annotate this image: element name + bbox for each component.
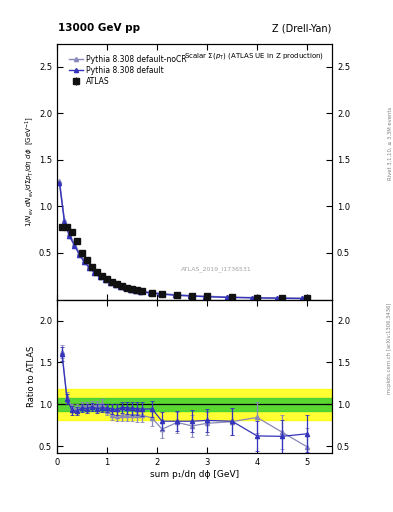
Pythia 8.308 default-noCR — [275, 295, 279, 301]
Text: Rivet 3.1.10, ≥ 3.3M events: Rivet 3.1.10, ≥ 3.3M events — [387, 106, 392, 180]
Pythia 8.308 default — [57, 180, 62, 186]
Pythia 8.308 default-noCR — [72, 241, 77, 247]
Pythia 8.308 default — [202, 293, 207, 300]
Pythia 8.308 default — [127, 287, 132, 293]
Text: Scalar $\Sigma(p_{\rm T})$ (ATLAS UE in Z production): Scalar $\Sigma(p_{\rm T})$ (ATLAS UE in … — [184, 51, 324, 61]
Line: Pythia 8.308 default-noCR: Pythia 8.308 default-noCR — [57, 179, 304, 301]
Bar — [57, 398, 332, 411]
Pythia 8.308 default — [72, 243, 77, 249]
Pythia 8.308 default-noCR — [117, 283, 122, 289]
Pythia 8.308 default — [82, 259, 87, 265]
Pythia 8.308 default-noCR — [77, 250, 82, 256]
Pythia 8.308 default-noCR — [250, 294, 254, 301]
Y-axis label: $1/N_{\rm ev}\ dN_{\rm ev}/d\Sigma p_T/d\eta\ d\phi\ \ [{\rm GeV}^{-1}]$: $1/N_{\rm ev}\ dN_{\rm ev}/d\Sigma p_T/d… — [24, 116, 36, 227]
Pythia 8.308 default-noCR — [202, 293, 207, 299]
Y-axis label: Ratio to ATLAS: Ratio to ATLAS — [27, 346, 36, 407]
Pythia 8.308 default-noCR — [97, 272, 102, 279]
Pythia 8.308 default — [122, 285, 127, 291]
Text: mcplots.cern.ch [arXiv:1306.3436]: mcplots.cern.ch [arXiv:1306.3436] — [387, 303, 392, 394]
Pythia 8.308 default-noCR — [225, 294, 230, 300]
Pythia 8.308 default — [300, 295, 305, 302]
Pythia 8.308 default — [112, 282, 117, 288]
Pythia 8.308 default-noCR — [102, 276, 107, 282]
Text: ATLAS_2019_I1736531: ATLAS_2019_I1736531 — [181, 266, 252, 272]
Pythia 8.308 default — [62, 219, 67, 225]
Pythia 8.308 default-noCR — [132, 287, 137, 293]
Pythia 8.308 default-noCR — [127, 286, 132, 292]
Pythia 8.308 default-noCR — [300, 295, 305, 301]
Pythia 8.308 default-noCR — [57, 178, 62, 184]
Pythia 8.308 default-noCR — [187, 292, 192, 298]
Pythia 8.308 default — [107, 280, 112, 286]
Text: Z (Drell-Yan): Z (Drell-Yan) — [272, 23, 331, 33]
X-axis label: sum p₁/dη dϕ [GeV]: sum p₁/dη dϕ [GeV] — [150, 470, 239, 479]
Pythia 8.308 default — [92, 270, 97, 276]
Pythia 8.308 default — [172, 292, 177, 298]
Bar — [57, 389, 332, 419]
Pythia 8.308 default — [157, 291, 162, 297]
Pythia 8.308 default — [117, 284, 122, 290]
Pythia 8.308 default-noCR — [107, 279, 112, 285]
Pythia 8.308 default — [67, 233, 72, 239]
Text: 13000 GeV pp: 13000 GeV pp — [58, 23, 140, 33]
Pythia 8.308 default — [275, 295, 279, 301]
Pythia 8.308 default-noCR — [82, 258, 87, 264]
Pythia 8.308 default — [97, 274, 102, 280]
Pythia 8.308 default-noCR — [67, 231, 72, 238]
Pythia 8.308 default — [132, 288, 137, 294]
Pythia 8.308 default — [137, 289, 142, 295]
Line: Pythia 8.308 default: Pythia 8.308 default — [57, 181, 304, 301]
Pythia 8.308 default-noCR — [92, 268, 97, 274]
Pythia 8.308 default — [87, 265, 92, 271]
Pythia 8.308 default — [147, 290, 152, 296]
Pythia 8.308 default — [225, 294, 230, 301]
Pythia 8.308 default-noCR — [62, 217, 67, 223]
Legend: Pythia 8.308 default-noCR, Pythia 8.308 default, ATLAS: Pythia 8.308 default-noCR, Pythia 8.308 … — [69, 55, 187, 86]
Pythia 8.308 default-noCR — [137, 288, 142, 294]
Pythia 8.308 default-noCR — [122, 284, 127, 290]
Pythia 8.308 default — [250, 295, 254, 301]
Pythia 8.308 default — [187, 293, 192, 299]
Pythia 8.308 default-noCR — [112, 281, 117, 287]
Pythia 8.308 default — [77, 252, 82, 258]
Pythia 8.308 default-noCR — [172, 292, 177, 298]
Pythia 8.308 default-noCR — [87, 263, 92, 269]
Pythia 8.308 default — [102, 277, 107, 283]
Pythia 8.308 default-noCR — [147, 289, 152, 295]
Pythia 8.308 default-noCR — [157, 290, 162, 296]
